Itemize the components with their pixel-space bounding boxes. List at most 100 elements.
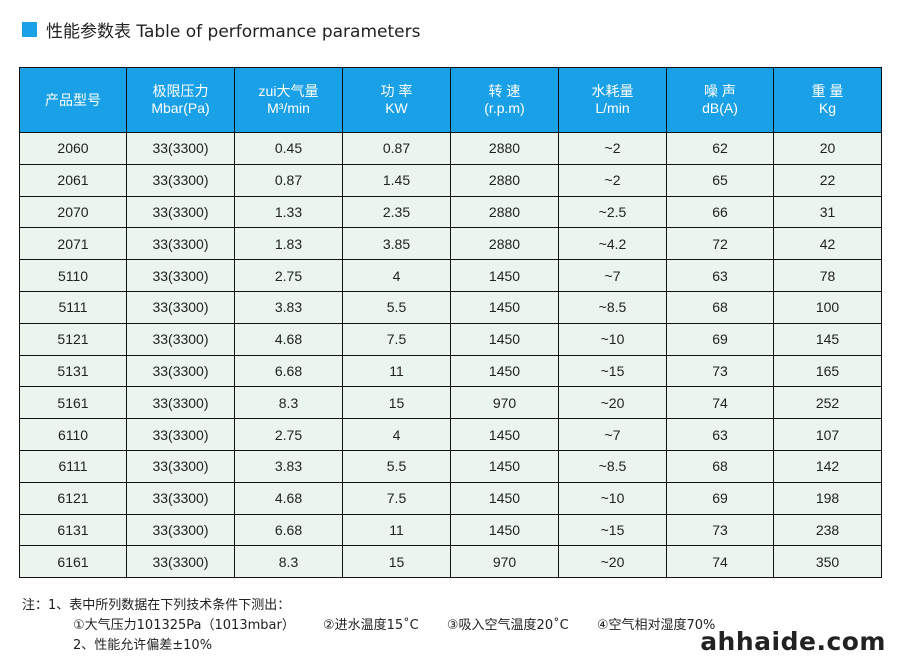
table-cell: 1450 — [450, 354, 559, 388]
table-cell: 33(3300) — [126, 290, 235, 324]
column-header-label: 功 率 — [380, 83, 413, 99]
table-cell: 6131 — [19, 513, 127, 547]
table-cell: 4.68 — [234, 322, 343, 356]
watermark-logo: ahhaide.com — [700, 627, 886, 656]
table-cell: 5111 — [19, 290, 127, 324]
table-cell: 2.75 — [234, 418, 343, 451]
table-cell: 11 — [342, 354, 451, 388]
column-header-unit: Mbar(Pa) — [151, 100, 210, 116]
table-cell: 2880 — [450, 227, 559, 261]
column-header-unit: M³/min — [267, 100, 310, 116]
table-cell: ~7 — [558, 259, 667, 292]
table-cell: 42 — [773, 227, 882, 261]
table-cell: 4 — [342, 418, 451, 451]
table-cell: 1450 — [450, 418, 559, 451]
table-cell: ~7 — [558, 418, 667, 451]
table-cell: 5121 — [19, 322, 127, 356]
table-cell: 1450 — [450, 259, 559, 292]
table-cell: 252 — [773, 386, 882, 420]
table-cell: 3.83 — [234, 290, 343, 324]
table-cell: 6110 — [19, 418, 127, 451]
table-cell: 5.5 — [342, 290, 451, 324]
table-cell: 2880 — [450, 163, 559, 197]
table-cell: 72 — [666, 227, 774, 261]
table-cell: 15 — [342, 386, 451, 420]
table-cell: 2880 — [450, 195, 559, 229]
table-cell: 1450 — [450, 322, 559, 356]
table-cell: 5131 — [19, 354, 127, 388]
column-header: zui大气量 M³/min — [234, 67, 343, 133]
table-row: 5131 33(3300) 6.68 11 1450 ~15 73 165 — [19, 354, 882, 388]
table-cell: 6161 — [19, 545, 127, 579]
column-header-unit: KW — [385, 100, 408, 116]
table-row: 2060 33(3300) 0.45 0.87 2880 ~2 62 20 — [19, 132, 882, 165]
table-cell: 1.33 — [234, 195, 343, 229]
table-cell: ~20 — [558, 386, 667, 420]
column-header-label: 转 速 — [488, 83, 521, 99]
table-cell: 350 — [773, 545, 882, 579]
table-cell: 33(3300) — [126, 322, 235, 356]
table-cell: 0.45 — [234, 132, 343, 165]
table-cell: 3.85 — [342, 227, 451, 261]
table-cell: ~10 — [558, 481, 667, 515]
table-cell: 165 — [773, 354, 882, 388]
table-row: 6110 33(3300) 2.75 4 1450 ~7 63 107 — [19, 418, 882, 451]
table-cell: 74 — [666, 545, 774, 579]
table-cell: 62 — [666, 132, 774, 165]
table-cell: 1450 — [450, 449, 559, 483]
table-cell: 22 — [773, 163, 882, 197]
table-cell: ~2 — [558, 163, 667, 197]
table-cell: 31 — [773, 195, 882, 229]
table-cell: 1450 — [450, 513, 559, 547]
table-cell: ~2 — [558, 132, 667, 165]
column-header: 噪 声 dB(A) — [666, 67, 774, 133]
table-cell: 1.45 — [342, 163, 451, 197]
table-cell: 33(3300) — [126, 449, 235, 483]
table-cell: ~15 — [558, 354, 667, 388]
table-row: 6131 33(3300) 6.68 11 1450 ~15 73 238 — [19, 513, 882, 547]
page-title-group: 性能参数表 Table of performance parameters — [22, 18, 420, 42]
column-header: 水耗量 L/min — [558, 67, 667, 133]
table-cell: 107 — [773, 418, 882, 451]
condition-humidity: ④空气相对湿度70% — [596, 618, 716, 633]
column-header-unit: L/min — [595, 100, 630, 116]
table-cell: 65 — [666, 163, 774, 197]
table-cell: 20 — [773, 132, 882, 165]
table-row: 2061 33(3300) 0.87 1.45 2880 ~2 65 22 — [19, 163, 882, 197]
condition-air-temp: ③吸入空气温度20˚C — [446, 618, 569, 633]
table-body: 2060 33(3300) 0.45 0.87 2880 ~2 62 20 2061 33(330… — [19, 132, 882, 579]
table-cell: ~15 — [558, 513, 667, 547]
table-cell: 1.83 — [234, 227, 343, 261]
column-header-unit: (r.p.m) — [484, 100, 525, 116]
table-cell: 11 — [342, 513, 451, 547]
performance-table: 产品型号 极限压力 Mbar(Pa) zui大气量 M³/min 功 率 KW 转 速 (r.p… — [19, 67, 882, 579]
table-cell: 15 — [342, 545, 451, 579]
table-cell: 3.83 — [234, 449, 343, 483]
table-cell: 68 — [666, 290, 774, 324]
table-row: 6111 33(3300) 3.83 5.5 1450 ~8.5 68 142 — [19, 449, 882, 483]
note-line-1: 注：1、表中所列数据在下列技术条件下测出： — [22, 598, 291, 613]
table-cell: 8.3 — [234, 545, 343, 579]
table-row: 5121 33(3300) 4.68 7.5 1450 ~10 69 145 — [19, 322, 882, 356]
table-cell: 33(3300) — [126, 513, 235, 547]
table-cell: 68 — [666, 449, 774, 483]
table-cell: 2071 — [19, 227, 127, 261]
column-header: 功 率 KW — [342, 67, 451, 133]
table-header-row: 产品型号 极限压力 Mbar(Pa) zui大气量 M³/min 功 率 KW 转 速 (r.p… — [19, 67, 882, 133]
table-cell: 5110 — [19, 259, 127, 292]
table-cell: 73 — [666, 513, 774, 547]
column-header-label: 重 量 — [811, 83, 844, 99]
column-header-unit: dB(A) — [702, 100, 738, 116]
table-cell: 970 — [450, 386, 559, 420]
table-cell: 66 — [666, 195, 774, 229]
column-header: 产品型号 — [19, 67, 127, 133]
table-cell: 74 — [666, 386, 774, 420]
table-cell: 0.87 — [234, 163, 343, 197]
table-row: 2071 33(3300) 1.83 3.85 2880 ~4.2 72 42 — [19, 227, 882, 261]
column-header-label: 极限压力 — [152, 83, 209, 99]
note-conditions: ①大气压力101325Pa（1013mbar） ②进水温度15˚C ③吸入空气温… — [22, 616, 739, 636]
table-cell: 33(3300) — [126, 386, 235, 420]
table-cell: 69 — [666, 322, 774, 356]
table-cell: 6.68 — [234, 354, 343, 388]
table-cell: 1450 — [450, 481, 559, 515]
